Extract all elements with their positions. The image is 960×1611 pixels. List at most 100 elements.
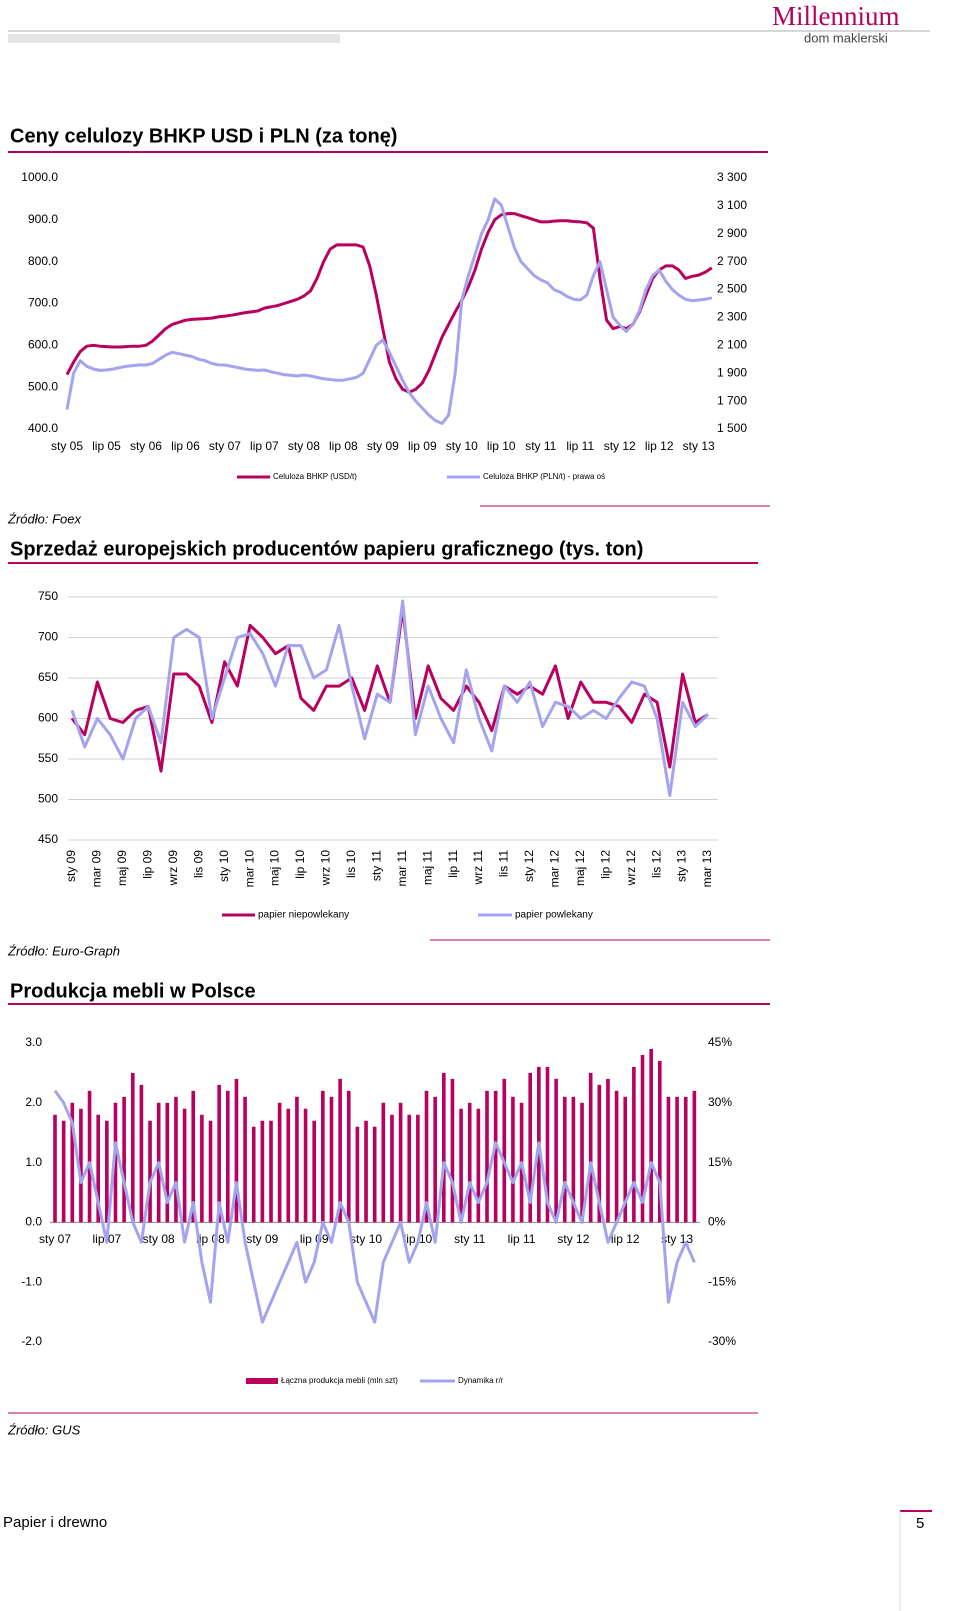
bar bbox=[416, 1114, 420, 1223]
x-tick-label: sty 13 bbox=[683, 439, 715, 453]
y-tick-label: -1.0 bbox=[21, 1274, 42, 1288]
bar bbox=[321, 1090, 325, 1223]
bar bbox=[312, 1120, 317, 1223]
bar bbox=[295, 1096, 299, 1223]
chart-title: Sprzedaż europejskich producentów papier… bbox=[10, 538, 643, 560]
y2-tick-label: 15% bbox=[708, 1155, 732, 1169]
y2-tick-label: 2 100 bbox=[717, 338, 747, 352]
bar bbox=[79, 1108, 83, 1223]
header-bar bbox=[8, 34, 340, 43]
y2-tick-label: 1 700 bbox=[717, 393, 747, 407]
series-line bbox=[65, 197, 713, 425]
x-tick-label: lip 12 bbox=[645, 439, 674, 453]
bar bbox=[493, 1090, 498, 1223]
legend-label: Celuloza BHKP (USD/t) bbox=[273, 472, 357, 481]
x-tick-label: sty 05 bbox=[51, 439, 83, 453]
x-tick-label: lip 11 bbox=[566, 439, 594, 453]
footer-section: Papier i drewno bbox=[3, 1514, 107, 1531]
bar bbox=[372, 1126, 377, 1223]
y-tick-label: 600 bbox=[38, 711, 58, 725]
bar bbox=[606, 1078, 610, 1223]
bar bbox=[200, 1114, 204, 1223]
legend-label: Celuloza BHKP (PLN/t) - prawa oś bbox=[483, 472, 605, 481]
bar bbox=[338, 1078, 342, 1223]
bar bbox=[277, 1102, 282, 1223]
x-tick-label: lip 10 bbox=[487, 439, 516, 453]
x-tick-label: sty 10 bbox=[350, 1232, 382, 1246]
page-number: 5 bbox=[916, 1515, 924, 1532]
x-tick-label: maj 10 bbox=[268, 850, 282, 886]
bar bbox=[329, 1096, 334, 1223]
bar bbox=[251, 1126, 256, 1223]
legend-label: Łączna produkcja mebli (mln szt) bbox=[281, 1376, 398, 1385]
bar bbox=[122, 1096, 126, 1223]
x-tick-label: sty 12 bbox=[557, 1232, 589, 1246]
bar bbox=[182, 1108, 187, 1223]
x-tick-label: lip 12 bbox=[611, 1232, 640, 1246]
bar bbox=[407, 1114, 412, 1223]
x-tick-label: mar 11 bbox=[395, 850, 409, 887]
chart-title: Produkcja mebli w Polsce bbox=[10, 980, 256, 1002]
bar bbox=[286, 1108, 291, 1223]
bar bbox=[450, 1078, 455, 1223]
bar bbox=[165, 1102, 170, 1223]
bar bbox=[346, 1090, 351, 1223]
bar bbox=[459, 1108, 463, 1223]
legend-label: papier niepowlekany bbox=[258, 910, 349, 921]
y2-tick-label: 0% bbox=[708, 1215, 726, 1229]
bar bbox=[398, 1102, 403, 1223]
x-tick-label: lip 11 bbox=[508, 1232, 536, 1246]
bar bbox=[87, 1090, 92, 1223]
y2-tick-label: 2 700 bbox=[717, 254, 747, 268]
x-tick-label: sty 12 bbox=[604, 439, 636, 453]
x-tick-label: lip 09 bbox=[408, 439, 437, 453]
y2-tick-label: 45% bbox=[708, 1035, 732, 1049]
y-tick-label: 0.0 bbox=[25, 1215, 42, 1229]
bar bbox=[208, 1120, 213, 1223]
y2-tick-label: 2 500 bbox=[717, 282, 747, 296]
x-tick-label: mar 13 bbox=[700, 850, 714, 888]
y-tick-label: 450 bbox=[38, 832, 58, 846]
y-tick-label: 500 bbox=[38, 792, 58, 806]
x-tick-label: lip 12 bbox=[598, 850, 612, 879]
x-tick-label: lip 06 bbox=[171, 439, 200, 453]
y2-tick-label: 3 300 bbox=[717, 170, 747, 184]
x-tick-label: mar 12 bbox=[548, 850, 562, 888]
legend-label: papier powlekany bbox=[515, 910, 593, 921]
x-tick-label: lip 11 bbox=[446, 850, 460, 878]
bar bbox=[191, 1090, 196, 1223]
bar bbox=[96, 1114, 101, 1223]
x-tick-label: lis 12 bbox=[649, 850, 663, 878]
bar bbox=[502, 1078, 507, 1223]
x-tick-label: lis 10 bbox=[344, 850, 358, 878]
bar bbox=[424, 1090, 429, 1223]
y2-tick-label: 2 900 bbox=[717, 226, 747, 240]
chart-title: Ceny celulozy BHKP USD i PLN (za tonę) bbox=[10, 125, 397, 147]
bar bbox=[623, 1096, 628, 1223]
bar bbox=[657, 1060, 662, 1223]
x-tick-label: maj 11 bbox=[420, 850, 434, 885]
y-tick-label: -2.0 bbox=[21, 1334, 42, 1348]
y-tick-label: 750 bbox=[38, 589, 58, 603]
bar bbox=[225, 1090, 230, 1223]
bar bbox=[632, 1066, 636, 1223]
bar bbox=[571, 1096, 576, 1223]
bar bbox=[467, 1102, 472, 1223]
legend-swatch bbox=[246, 1378, 278, 1384]
x-tick-label: sty 13 bbox=[661, 1232, 693, 1246]
x-tick-label: sty 09 bbox=[367, 439, 399, 453]
y2-tick-label: 2 300 bbox=[717, 310, 747, 324]
series-line bbox=[70, 599, 710, 797]
x-tick-label: sty 11 bbox=[369, 850, 383, 881]
bar bbox=[130, 1072, 135, 1223]
bar bbox=[692, 1090, 697, 1223]
y-tick-label: 1000.0 bbox=[21, 170, 58, 184]
bar bbox=[562, 1096, 567, 1223]
x-tick-label: sty 11 bbox=[525, 439, 556, 453]
x-tick-label: lip 10 bbox=[293, 850, 307, 879]
x-tick-label: sty 10 bbox=[217, 850, 231, 882]
x-tick-label: lip 08 bbox=[196, 1232, 225, 1246]
bar bbox=[614, 1090, 619, 1223]
x-tick-label: maj 09 bbox=[115, 850, 129, 886]
